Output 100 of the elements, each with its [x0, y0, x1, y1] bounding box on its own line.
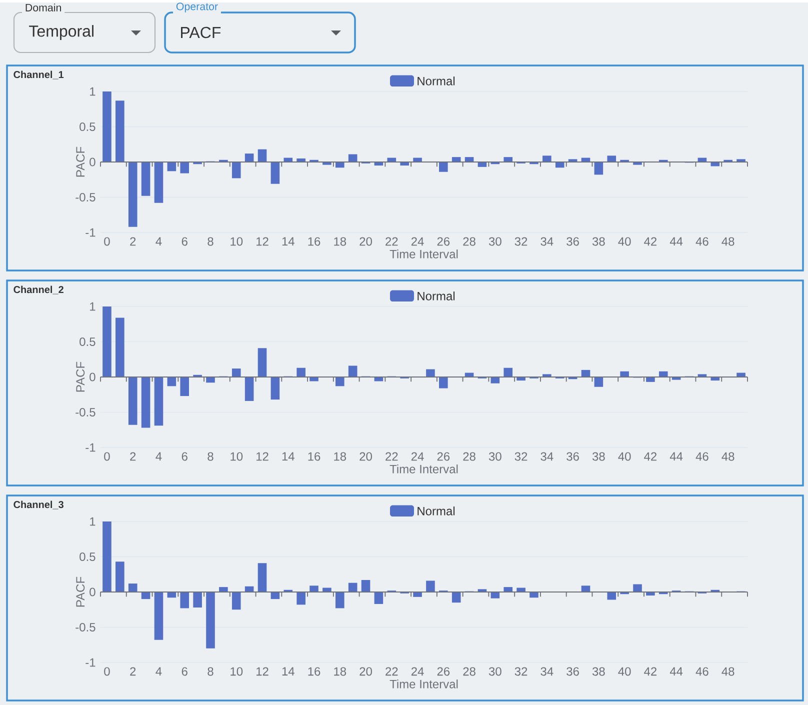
- x-tick-label: 20: [360, 236, 372, 246]
- x-tick-label: 2: [130, 666, 136, 676]
- x-tick-label: 34: [540, 666, 554, 676]
- x-tick-label: 28: [463, 452, 476, 460]
- y-tick-label: 0.5: [80, 122, 96, 131]
- y-axis-title: PACF: [76, 576, 85, 606]
- x-tick-label: 40: [618, 452, 631, 460]
- x-tick-label: 6: [182, 666, 188, 676]
- y-tick-label: 0.5: [80, 552, 96, 561]
- x-tick-label: 4: [156, 452, 162, 460]
- legend-label: Normal: [418, 506, 455, 516]
- x-tick-label: 6: [182, 236, 188, 246]
- y-tick-label: -0.5: [76, 408, 96, 416]
- x-tick-label: 32: [514, 452, 528, 460]
- x-tick-label: 46: [696, 666, 708, 676]
- y-tick-label: -0.5: [76, 192, 96, 202]
- y-tick-label: 1: [90, 517, 96, 526]
- x-tick-label: 48: [722, 236, 734, 246]
- y-tick-label: -1: [86, 658, 96, 666]
- x-tick-label: 2: [130, 236, 136, 246]
- x-tick-label: 12: [256, 666, 268, 676]
- x-tick-label: 42: [644, 452, 657, 460]
- x-axis-title: Time Interval: [390, 679, 458, 688]
- x-tick-label: 20: [360, 666, 372, 676]
- x-axis-title: Time Interval: [390, 249, 458, 258]
- legend-label: Normal: [418, 76, 455, 86]
- x-tick-label: 40: [618, 666, 631, 676]
- x-tick-label: 38: [592, 666, 605, 676]
- x-tick-label: 22: [386, 666, 398, 676]
- x-tick-label: 2: [130, 452, 136, 460]
- chart-title: Channel_1: [14, 70, 64, 79]
- x-tick-label: 22: [386, 452, 398, 460]
- x-tick-label: 0: [104, 236, 110, 246]
- x-tick-label: 10: [230, 666, 243, 676]
- x-tick-label: 30: [488, 666, 502, 676]
- y-tick-label: 0: [90, 372, 96, 382]
- x-tick-label: 48: [722, 666, 734, 676]
- x-tick-label: 8: [208, 666, 214, 676]
- x-tick-label: 48: [722, 452, 734, 460]
- y-axis-title: PACF: [76, 146, 85, 176]
- x-tick-label: 18: [334, 452, 346, 460]
- chart-title: Channel_3: [14, 500, 64, 509]
- x-tick-label: 42: [644, 236, 657, 246]
- x-axis-title: Time Interval: [390, 464, 458, 474]
- text: Operator: [176, 2, 218, 12]
- x-tick-label: 14: [282, 666, 294, 676]
- x-tick-label: 30: [488, 236, 502, 246]
- y-tick-label: 0: [90, 158, 96, 166]
- x-tick-label: 10: [230, 236, 243, 246]
- text: PACF: [181, 26, 221, 38]
- legend-label: Normal: [418, 291, 455, 300]
- x-tick-label: 24: [411, 452, 424, 460]
- text: Temporal: [29, 24, 94, 40]
- y-tick-label: 0.5: [80, 337, 96, 346]
- x-tick-label: 8: [208, 236, 214, 246]
- chart-title: Channel_2: [14, 286, 64, 294]
- x-tick-label: 44: [670, 236, 683, 246]
- x-tick-label: 6: [182, 452, 188, 460]
- x-tick-label: 36: [566, 236, 579, 246]
- x-tick-label: 42: [644, 666, 657, 676]
- x-tick-label: 44: [670, 666, 683, 676]
- x-tick-label: 34: [540, 452, 554, 460]
- x-tick-label: 26: [437, 452, 450, 460]
- x-tick-label: 18: [334, 236, 346, 246]
- x-tick-label: 12: [256, 452, 268, 460]
- x-tick-label: 36: [566, 452, 579, 460]
- x-tick-label: 44: [670, 452, 683, 460]
- x-tick-label: 46: [696, 452, 708, 460]
- x-tick-label: 10: [230, 452, 243, 460]
- x-tick-label: 16: [308, 452, 320, 460]
- x-tick-label: 16: [308, 666, 320, 676]
- x-tick-label: 0: [104, 452, 110, 460]
- x-tick-label: 18: [334, 666, 346, 676]
- y-tick-label: -1: [86, 228, 96, 236]
- x-tick-label: 12: [256, 236, 268, 246]
- x-tick-label: 32: [514, 666, 528, 676]
- text: Domain: [26, 3, 62, 12]
- x-tick-label: 20: [360, 452, 372, 460]
- x-tick-label: 4: [156, 666, 162, 676]
- x-tick-label: 28: [463, 236, 476, 246]
- x-tick-label: 8: [208, 452, 214, 460]
- x-tick-label: 32: [514, 236, 528, 246]
- y-tick-label: 1: [90, 87, 96, 96]
- x-tick-label: 4: [156, 236, 162, 246]
- y-tick-label: 1: [90, 302, 96, 310]
- x-tick-label: 34: [540, 236, 554, 246]
- x-tick-label: 24: [411, 236, 424, 246]
- x-tick-label: 46: [696, 236, 708, 246]
- y-tick-label: -1: [86, 443, 96, 452]
- x-tick-label: 28: [463, 666, 476, 676]
- y-tick-label: 0: [90, 588, 96, 596]
- x-tick-label: 22: [386, 236, 398, 246]
- x-tick-label: 26: [437, 666, 450, 676]
- x-tick-label: 24: [411, 666, 424, 676]
- x-tick-label: 0: [104, 666, 110, 676]
- x-tick-label: 26: [437, 236, 450, 246]
- x-tick-label: 16: [308, 236, 320, 246]
- x-tick-label: 40: [618, 236, 631, 246]
- y-tick-label: -0.5: [76, 622, 96, 632]
- x-tick-label: 36: [566, 666, 579, 676]
